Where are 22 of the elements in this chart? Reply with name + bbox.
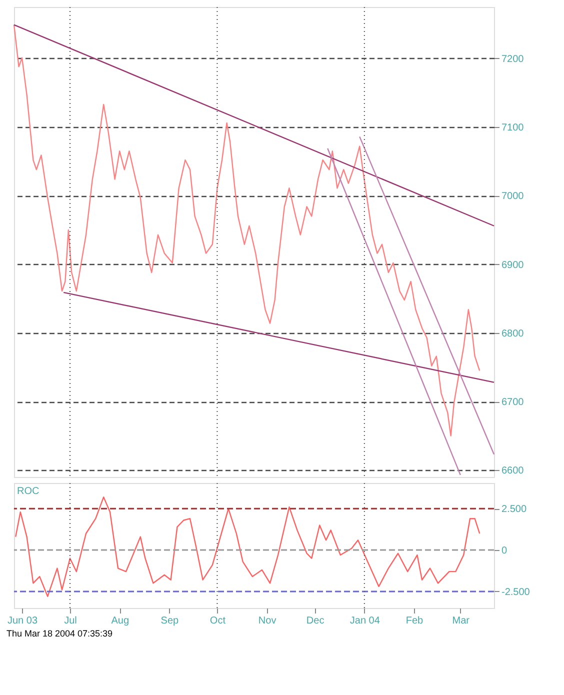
y-tick-label: 6900 — [502, 260, 524, 271]
y-tick-label: 7200 — [502, 54, 524, 65]
y-tick-label: 2.500 — [502, 504, 527, 516]
x-tick-label: Jan 04 — [350, 616, 380, 626]
x-tick-label: Sep — [160, 616, 180, 626]
x-tick-label: Jul — [64, 616, 77, 626]
text: Thu Mar 18 2004 07:35:39 — [6, 628, 113, 638]
y-tick-label: 6600 — [502, 466, 524, 477]
y-tick-label: -2.500 — [502, 586, 530, 598]
x-tick-label: Aug — [111, 616, 129, 626]
x-tick-label: Mar — [452, 616, 470, 626]
chart-title: ROC — [17, 486, 40, 497]
y-tick-label: 0 — [502, 546, 508, 557]
x-tick-label: Nov — [258, 616, 276, 626]
y-tick-label: 6800 — [502, 328, 524, 340]
x-tick-label: Dec — [306, 616, 324, 626]
x-tick-label: Jun 03 — [7, 616, 38, 626]
y-tick-label: 7100 — [502, 122, 524, 134]
y-tick-label: 6700 — [502, 397, 524, 408]
x-tick-label: Feb — [406, 616, 424, 626]
x-tick-label: Oct — [210, 616, 226, 626]
y-tick-label: 7000 — [502, 191, 524, 202]
